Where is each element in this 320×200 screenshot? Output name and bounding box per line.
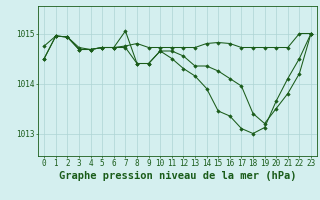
- X-axis label: Graphe pression niveau de la mer (hPa): Graphe pression niveau de la mer (hPa): [59, 171, 296, 181]
